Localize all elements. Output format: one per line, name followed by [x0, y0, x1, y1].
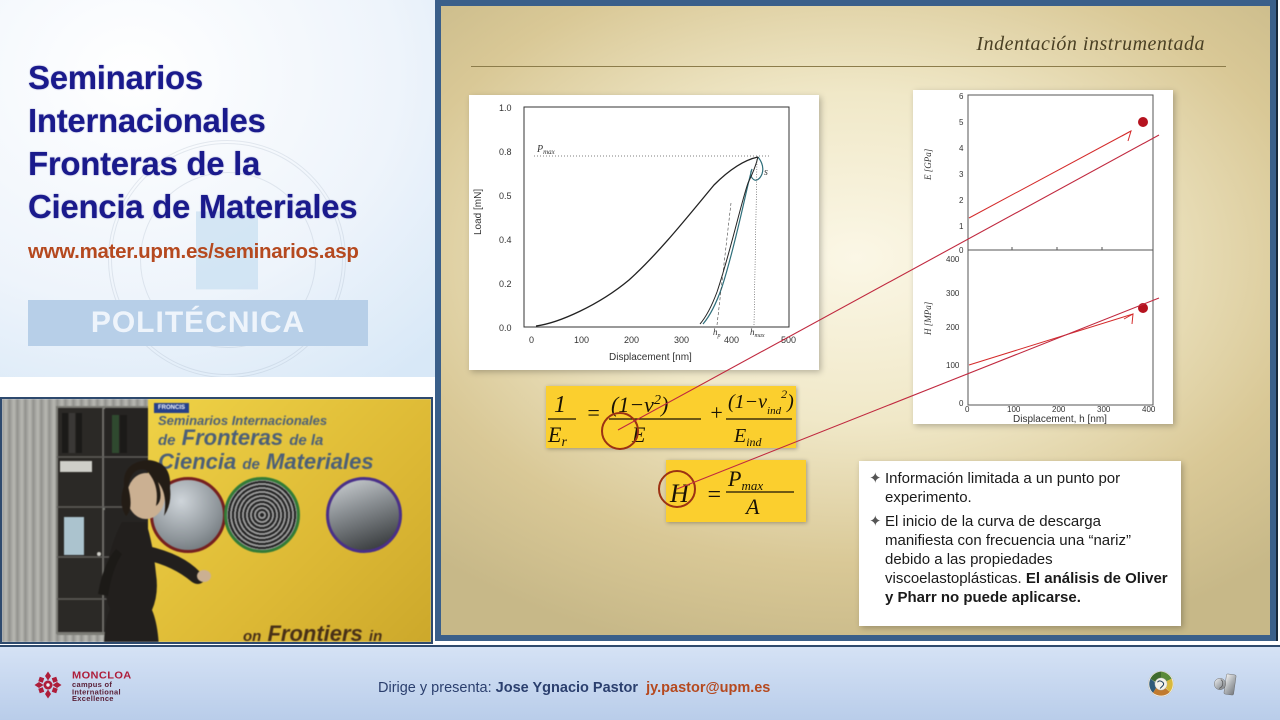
svg-text:400: 400: [1142, 405, 1156, 414]
svg-text:E [GPa]: E [GPa]: [923, 148, 933, 181]
svg-text:0.0: 0.0: [499, 323, 512, 333]
svg-text:0.4: 0.4: [499, 235, 512, 245]
svg-text:300: 300: [946, 289, 960, 298]
svg-text:Displacement [nm]: Displacement [nm]: [609, 352, 692, 363]
svg-text:0: 0: [965, 405, 970, 414]
svg-text:400: 400: [946, 255, 960, 264]
svg-text:0.2: 0.2: [499, 279, 512, 289]
svg-text:hmax: hmax: [750, 327, 765, 339]
svg-text:0.5: 0.5: [499, 191, 512, 201]
svg-text:3: 3: [959, 170, 964, 179]
svg-text:+: +: [709, 400, 724, 425]
svg-text:0: 0: [529, 335, 534, 345]
svg-text:0: 0: [959, 246, 964, 255]
svg-text:Eind: Eind: [733, 425, 763, 448]
svg-text:1.0: 1.0: [499, 103, 512, 113]
svg-text:200: 200: [624, 335, 639, 345]
svg-text:0: 0: [959, 399, 964, 408]
svg-text:s: s: [764, 167, 768, 178]
svg-text:200: 200: [1052, 405, 1066, 414]
svg-text:1: 1: [959, 222, 964, 231]
svg-text:400: 400: [724, 335, 739, 345]
svg-text:100: 100: [574, 335, 589, 345]
svg-text:Pmax: Pmax: [536, 144, 556, 156]
svg-text:(1−vind2): (1−vind2): [728, 387, 794, 417]
svg-text:4: 4: [959, 144, 964, 153]
svg-text:300: 300: [674, 335, 689, 345]
svg-text:=: =: [586, 400, 601, 425]
svg-text:300: 300: [1097, 405, 1111, 414]
svg-text:200: 200: [946, 323, 960, 332]
svg-text:2: 2: [959, 196, 964, 205]
svg-text:100: 100: [946, 361, 960, 370]
svg-text:H [MPa]: H [MPa]: [923, 301, 933, 336]
svg-text:Load [mN]: Load [mN]: [473, 189, 484, 235]
svg-text:Displacement, h [nm]: Displacement, h [nm]: [1013, 414, 1107, 424]
svg-text:100: 100: [1007, 405, 1021, 414]
svg-text:0.8: 0.8: [499, 147, 512, 157]
svg-text:hp: hp: [713, 327, 721, 339]
svg-text:500: 500: [781, 335, 796, 345]
svg-text:1: 1: [554, 392, 566, 418]
svg-text:Er: Er: [547, 422, 567, 448]
svg-text:=: =: [706, 482, 722, 508]
svg-text:A: A: [744, 494, 760, 519]
svg-text:6: 6: [959, 92, 964, 101]
svg-text:Pmax: Pmax: [727, 466, 763, 493]
svg-text:5: 5: [959, 118, 964, 127]
